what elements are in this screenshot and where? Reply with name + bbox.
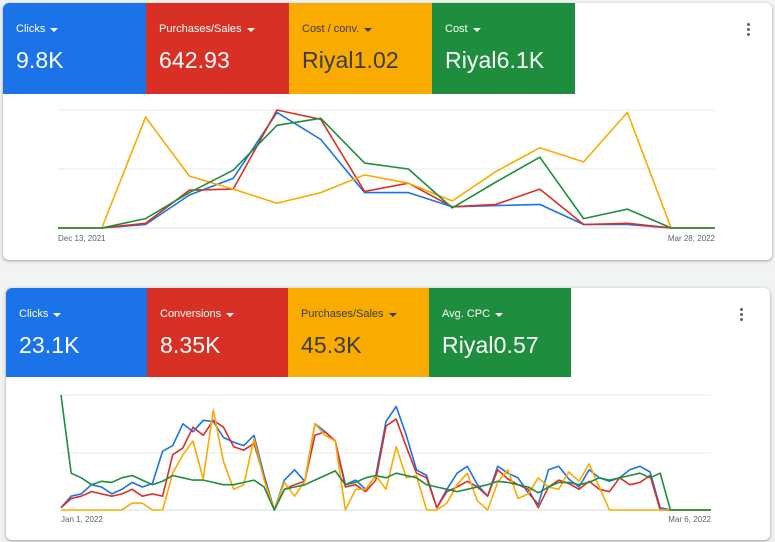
series-line-3	[58, 117, 715, 229]
metric-label: Conversions	[160, 308, 288, 320]
metric-label: Clicks	[16, 23, 146, 35]
metric-tile-purchases-sales[interactable]: Purchases/Sales 45.3K	[288, 288, 429, 377]
dropdown-caret-icon	[226, 312, 235, 317]
metric-value: 8.35K	[160, 332, 221, 358]
more-vert-icon[interactable]	[743, 21, 753, 41]
series-line-3	[60, 394, 711, 511]
metric-label: Clicks	[19, 308, 147, 320]
metric-value: Riyal6.1K	[445, 47, 545, 73]
more-vert-icon[interactable]	[736, 306, 746, 326]
dropdown-caret-icon	[364, 27, 373, 32]
metric-tile-clicks[interactable]: Clicks 9.8K	[3, 3, 146, 94]
metric-tiles: Clicks 23.1K Conversions 8.35K Purchases…	[6, 288, 571, 377]
metric-tile-clicks[interactable]: Clicks 23.1K	[6, 288, 147, 377]
metric-tile-purchases-sales[interactable]: Purchases/Sales 642.93	[146, 3, 289, 94]
metric-label: Cost / conv.	[302, 23, 432, 35]
dropdown-caret-icon	[50, 27, 59, 32]
metric-tile-cost-per-conv[interactable]: Cost / conv. Riyal1.02	[289, 3, 432, 94]
metric-label: Cost	[445, 23, 575, 35]
x-axis-end-label: Mar 6, 2022	[668, 515, 711, 524]
metric-tile-conversions[interactable]: Conversions 8.35K	[147, 288, 288, 377]
metric-label: Purchases/Sales	[159, 23, 289, 35]
metric-value: 45.3K	[301, 332, 362, 358]
dropdown-caret-icon	[53, 312, 62, 317]
metrics-chart-card-2: Clicks 23.1K Conversions 8.35K Purchases…	[6, 288, 770, 540]
dropdown-caret-icon	[246, 27, 255, 32]
metric-value: Riyal1.02	[302, 47, 399, 73]
line-chart: Jan 1, 2022 Mar 6, 2022	[60, 394, 712, 524]
series-line-1	[58, 109, 715, 229]
metric-label: Avg. CPC	[442, 308, 571, 320]
x-axis-start-label: Dec 13, 2021	[58, 234, 106, 243]
x-axis-start-label: Jan 1, 2022	[61, 515, 103, 524]
dropdown-caret-icon	[472, 27, 481, 32]
metric-tile-avg-cpc[interactable]: Avg. CPC Riyal0.57	[429, 288, 571, 377]
metric-value: 23.1K	[19, 332, 80, 358]
dropdown-caret-icon	[388, 312, 397, 317]
metric-tile-cost[interactable]: Cost Riyal6.1K	[432, 3, 575, 94]
metric-value: 9.8K	[16, 47, 64, 73]
line-chart: Dec 13, 2021 Mar 28, 2022	[58, 109, 716, 243]
series-line-2	[61, 409, 711, 511]
metrics-chart-card-1: Clicks 9.8K Purchases/Sales 642.93 Cost …	[3, 3, 772, 260]
series-line-1	[60, 418, 711, 511]
x-axis-end-label: Mar 28, 2022	[668, 234, 716, 243]
series-line-2	[58, 111, 715, 229]
metric-tiles: Clicks 9.8K Purchases/Sales 642.93 Cost …	[3, 3, 575, 94]
metric-label: Purchases/Sales	[301, 308, 429, 320]
dropdown-caret-icon	[495, 312, 504, 317]
metric-value: Riyal0.57	[442, 332, 539, 358]
metric-value: 642.93	[159, 47, 230, 73]
